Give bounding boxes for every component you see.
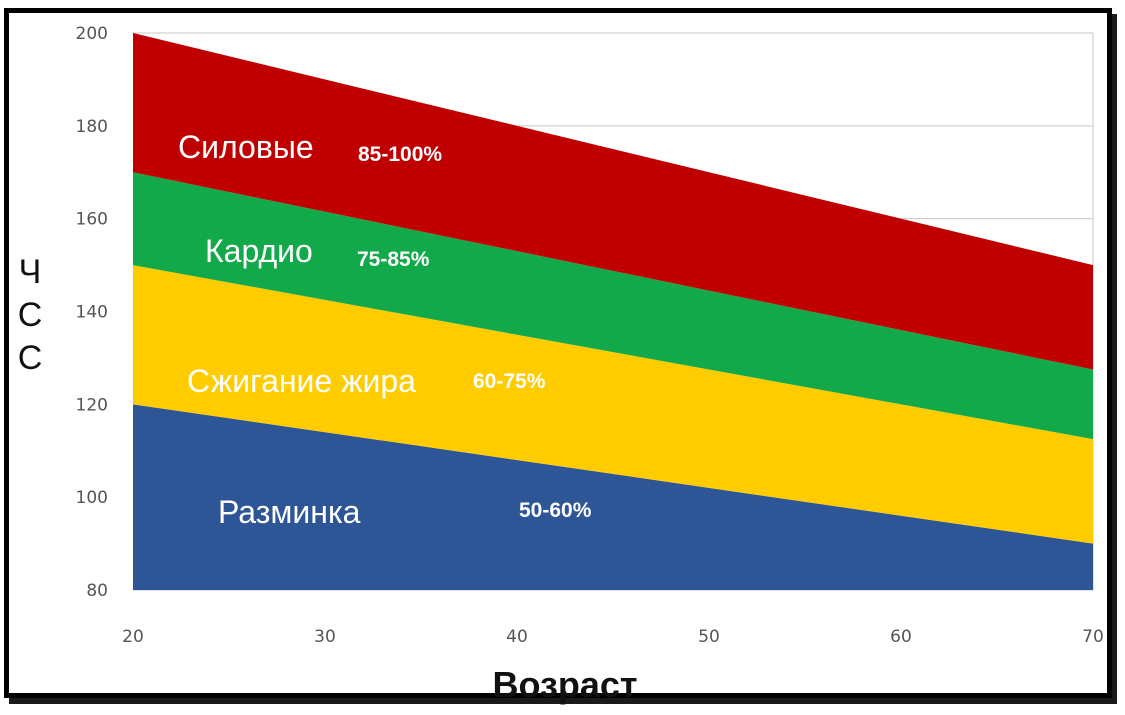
- zone-range-label: 50-60%: [519, 499, 592, 522]
- zone-labels: Разминка 50-60% Сжигание жира 60-75% Кардио 7…: [178, 129, 592, 530]
- x-axis-title: Возраст: [492, 664, 637, 705]
- y-tick-label: 100: [76, 488, 108, 508]
- y-axis-title-letter: С: [18, 296, 43, 334]
- zone-range-label: 85-100%: [358, 143, 442, 166]
- x-tick-label: 40: [506, 627, 528, 647]
- zone-name-label: Сжигание жира: [187, 363, 416, 399]
- y-tick-label: 80: [86, 581, 108, 601]
- y-tick-label: 200: [76, 24, 108, 44]
- x-tick-label: 70: [1082, 627, 1104, 647]
- y-tick-label: 120: [76, 395, 108, 415]
- zone-name-label: Кардио: [205, 233, 313, 269]
- zone-band-2: [133, 172, 1093, 440]
- zone-bands: [133, 33, 1093, 590]
- zone-band-0: [133, 404, 1093, 590]
- zone-name-label: Разминка: [218, 494, 361, 530]
- zone-band-3: [133, 33, 1093, 370]
- x-tick-label: 20: [122, 627, 144, 647]
- y-axis-title: ЧСС: [18, 253, 43, 377]
- x-tick-label: 30: [314, 627, 336, 647]
- zone-name-label: Силовые: [178, 129, 314, 165]
- y-tick-label: 180: [76, 117, 108, 137]
- y-tick-label: 140: [76, 303, 108, 323]
- x-tick-label: 60: [890, 627, 912, 647]
- zone-band-1: [133, 265, 1093, 544]
- axis-ticks: 80 100 120 140 160 180 200 20 30 40 50 60 70: [76, 24, 1104, 647]
- y-axis-title-letter: Ч: [19, 253, 42, 291]
- y-tick-label: 160: [76, 210, 108, 230]
- y-axis-title-letter: С: [18, 339, 43, 377]
- x-tick-label: 50: [698, 627, 720, 647]
- zone-range-label: 60-75%: [473, 370, 546, 393]
- zone-range-label: 75-85%: [357, 248, 430, 271]
